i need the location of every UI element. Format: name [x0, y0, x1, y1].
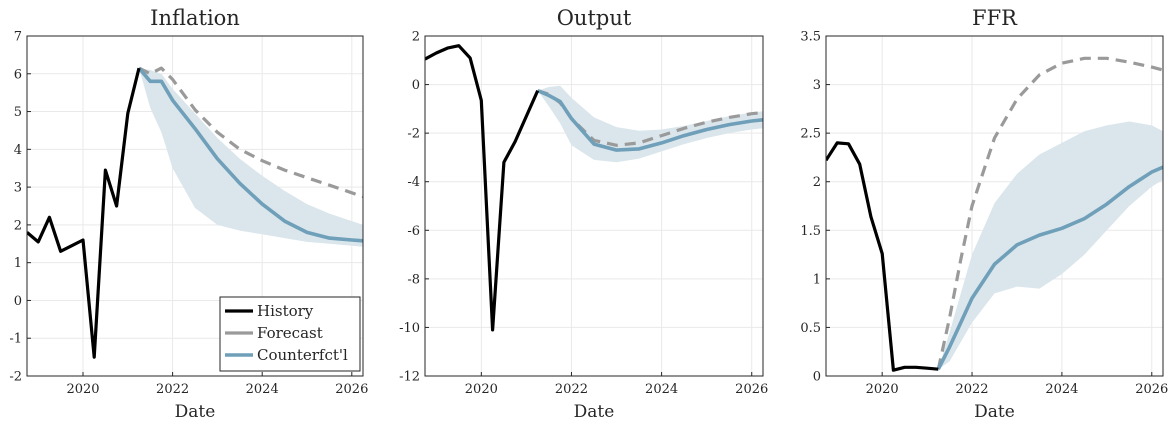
y-tick-label: 1.5 [800, 224, 821, 239]
y-tick-label: 1 [14, 256, 22, 271]
x-tick-label: 2022 [555, 382, 588, 397]
y-tick-label: 3.5 [800, 30, 821, 45]
x-tick-label: 2026 [735, 382, 768, 397]
axes-frame [825, 35, 1164, 377]
y-tick-label: 0.5 [800, 321, 821, 336]
legend: History Forecast Counterfct'l [219, 296, 361, 372]
chart-title: FFR [972, 6, 1018, 30]
x-axis-label: Date [175, 402, 216, 422]
x-tick-label: 2026 [335, 382, 368, 397]
y-tick-label: -1 [9, 332, 22, 347]
confidence-band [139, 68, 363, 247]
chart-title: Inflation [150, 6, 240, 30]
legend-label: Counterfct'l [257, 346, 348, 364]
y-tick-label: 2 [14, 218, 22, 233]
panel-ffr: 2020 2022 2024 2026 0 0.5 1 1.5 2 2.5 3 3.5 FFR Date [800, 6, 1168, 422]
panel-output: 2020 2022 2024 2026 -12 -10 -8 -6 -4 -2 0 2 Output Da… [399, 6, 768, 422]
y-tick-label: 4 [14, 143, 22, 158]
y-tick-label: 3 [813, 78, 821, 93]
series-line-history [425, 44, 540, 332]
x-tick-label: 2020 [866, 382, 899, 397]
x-tick-label: 2020 [66, 382, 99, 397]
y-tick-label: 2 [813, 175, 821, 190]
y-tick-label: 0 [813, 370, 821, 385]
confidence-band [938, 121, 1163, 370]
y-tick-label: -2 [9, 370, 22, 385]
series-line-counterfctl [137, 66, 363, 243]
y-tick-label: 0 [412, 78, 420, 93]
y-tick-label: -8 [407, 272, 420, 287]
plot-area [826, 56, 1163, 372]
axes-frame [424, 35, 764, 377]
series-line-counterfctl [536, 88, 763, 152]
chart-title: Output [557, 6, 632, 30]
y-tick-label: -4 [407, 175, 420, 190]
x-tick-label: 2022 [955, 382, 988, 397]
x-tick-label: 2024 [645, 382, 678, 397]
x-tick-label: 2024 [1045, 382, 1078, 397]
y-tick-label: -2 [407, 127, 420, 142]
y-tick-label: 7 [14, 30, 22, 45]
series-line-history [27, 67, 141, 359]
x-tick-label: 2026 [1135, 382, 1168, 397]
series-line-history [826, 141, 939, 372]
series-line-forecast [936, 56, 1163, 370]
y-tick-label: 2.5 [800, 127, 821, 142]
plot-area [27, 66, 363, 359]
y-tick-label: -6 [407, 224, 420, 239]
x-tick-label: 2020 [465, 382, 498, 397]
legend-label: History [257, 302, 314, 320]
y-tick-label: 6 [14, 67, 22, 82]
plot-area [425, 44, 763, 332]
y-tick-label: 1 [813, 272, 821, 287]
panel-inflation: 2020 2022 2024 2026 -2 -1 0 1 2 3 4 5 6 7 Inflation Dat… [9, 6, 368, 422]
y-tick-label: 5 [14, 105, 22, 120]
y-tick-label: -12 [399, 370, 420, 385]
axes-frame [26, 35, 364, 377]
y-tick-label: 3 [14, 181, 22, 196]
x-tick-label: 2024 [246, 382, 279, 397]
y-tick-label: 2 [412, 30, 420, 45]
series-line-forecast [138, 66, 363, 199]
legend-label: Forecast [257, 324, 323, 342]
x-axis-label: Date [574, 402, 615, 422]
y-tick-label: -10 [399, 321, 420, 336]
x-axis-label: Date [974, 402, 1015, 422]
x-tick-label: 2022 [156, 382, 189, 397]
series-line-counterfctl [936, 165, 1163, 371]
y-tick-label: 0 [14, 294, 22, 309]
